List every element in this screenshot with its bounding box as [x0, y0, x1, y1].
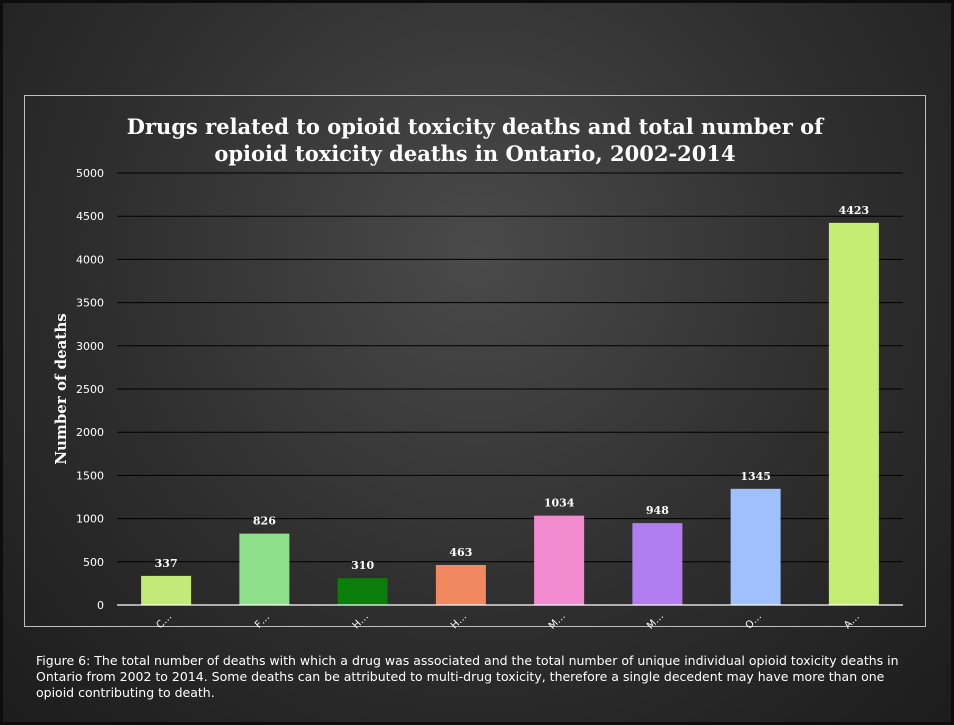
- y-tick-label: 1000: [76, 513, 104, 526]
- y-tick-label: 0: [97, 599, 104, 612]
- data-label: 826: [253, 515, 276, 528]
- data-label: 948: [646, 504, 669, 517]
- y-tick-label: 5000: [76, 167, 104, 180]
- bar: [632, 523, 683, 605]
- y-tick-label: 3000: [76, 340, 104, 353]
- bar: [730, 488, 781, 605]
- x-tick-label: H…: [449, 611, 469, 631]
- bar: [141, 575, 192, 605]
- x-tick-label: C…: [154, 611, 174, 631]
- figure-caption: Figure 6: The total number of deaths wit…: [36, 653, 899, 700]
- data-label: 310: [351, 559, 374, 572]
- data-label: 4423: [839, 204, 870, 217]
- y-tick-label: 3500: [76, 297, 104, 310]
- bar: [534, 515, 585, 605]
- data-label: 1345: [740, 470, 771, 483]
- x-tick-label: A…: [842, 611, 862, 631]
- bar: [239, 533, 290, 605]
- y-tick-label: 1500: [76, 469, 104, 482]
- x-tick-label: H…: [351, 611, 371, 631]
- x-tick-label: M…: [645, 611, 666, 632]
- y-tick-label: 500: [83, 556, 104, 569]
- x-tick-label: F…: [253, 612, 272, 631]
- bar: [828, 222, 879, 606]
- chart-area: [24, 95, 926, 627]
- y-tick-label: 2500: [76, 383, 104, 396]
- x-tick-label: O…: [744, 611, 764, 631]
- data-label: 463: [449, 546, 472, 559]
- x-tick-label: M…: [547, 611, 568, 632]
- chart-title: Drugs related to opioid toxicity deaths …: [126, 114, 824, 166]
- data-label: 1034: [544, 497, 575, 510]
- bar: [435, 564, 486, 605]
- y-tick-label: 4000: [76, 253, 104, 266]
- bar: [337, 578, 388, 605]
- y-tick-label: 4500: [76, 210, 104, 223]
- y-tick-label: 2000: [76, 426, 104, 439]
- data-label: 337: [155, 557, 178, 570]
- y-axis-title: Number of deaths: [52, 313, 70, 464]
